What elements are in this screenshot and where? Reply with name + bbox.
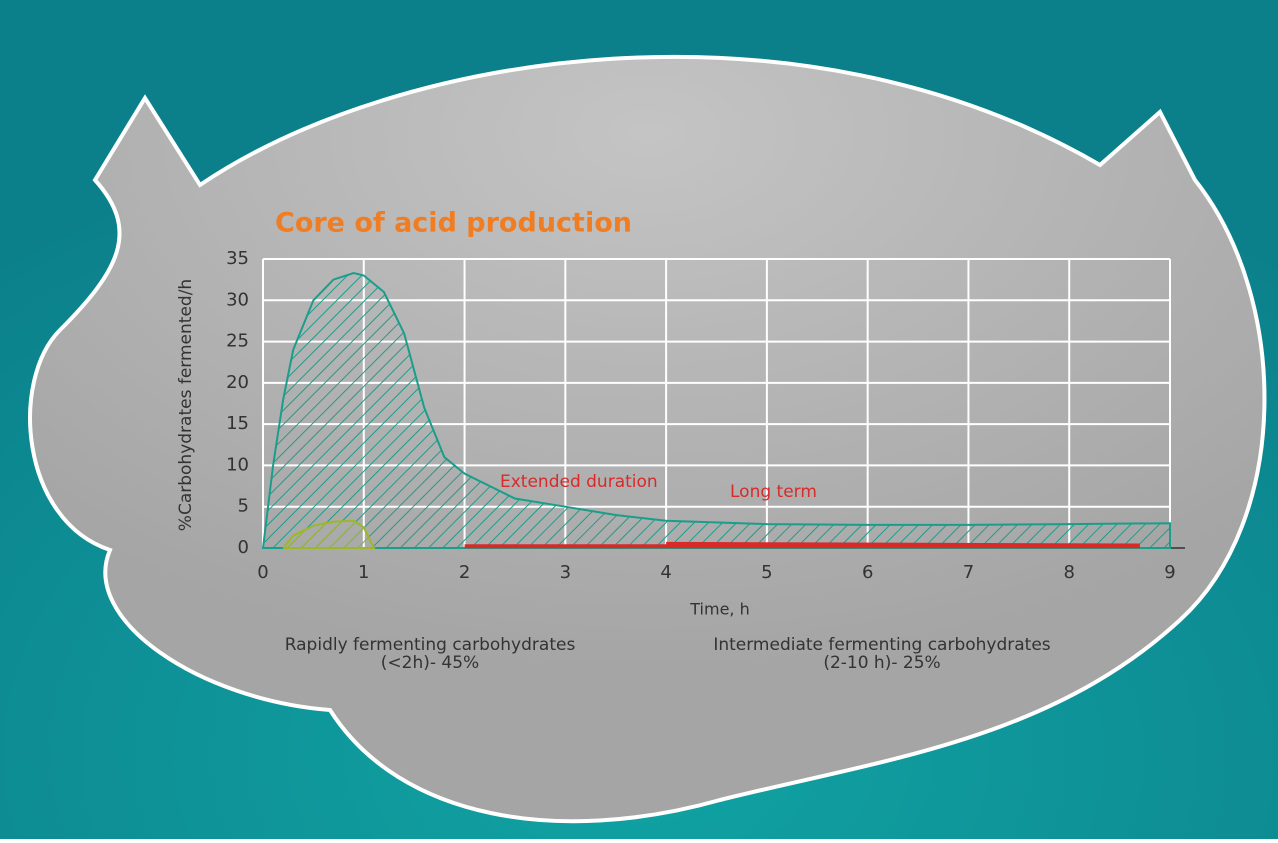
x-tick-label: 4 <box>660 562 671 583</box>
y-tick-label: 35 <box>226 248 249 269</box>
x-tick-label: 0 <box>257 562 268 583</box>
y-tick-label: 5 <box>238 496 249 517</box>
y-tick-label: 15 <box>226 413 249 434</box>
note: (2-10 h)- 25% <box>823 653 940 673</box>
x-tick-label: 9 <box>1164 562 1175 583</box>
y-axis-label: %Carbohydrates fermented/h <box>176 279 196 531</box>
x-tick-label: 1 <box>358 562 369 583</box>
y-tick-label: 20 <box>226 372 249 393</box>
line <box>666 541 1140 548</box>
y-tick-label: 30 <box>226 289 249 310</box>
note: Rapidly fermenting carbohydrates <box>285 635 576 655</box>
note: Intermediate fermenting carbohydrates <box>713 635 1050 655</box>
x-tick-label: 2 <box>459 562 470 583</box>
x-tick-label: 5 <box>761 562 772 583</box>
stomach-shape <box>28 54 1267 824</box>
x-tick-label: 6 <box>862 562 873 583</box>
x-tick-label: 8 <box>1063 562 1074 583</box>
note: (<2h)- 45% <box>381 653 479 673</box>
chart-title: Core of acid production <box>275 208 632 239</box>
y-tick-label: 0 <box>238 537 249 558</box>
annotation: Long term <box>730 482 817 502</box>
y-tick-label: 25 <box>226 331 249 352</box>
annotation: Extended duration <box>500 472 658 492</box>
x-tick-label: 3 <box>560 562 571 583</box>
x-tick-label: 7 <box>963 562 974 583</box>
x-axis-label: Time, h <box>689 600 749 619</box>
area <box>282 519 376 549</box>
y-tick-label: 10 <box>226 454 249 475</box>
